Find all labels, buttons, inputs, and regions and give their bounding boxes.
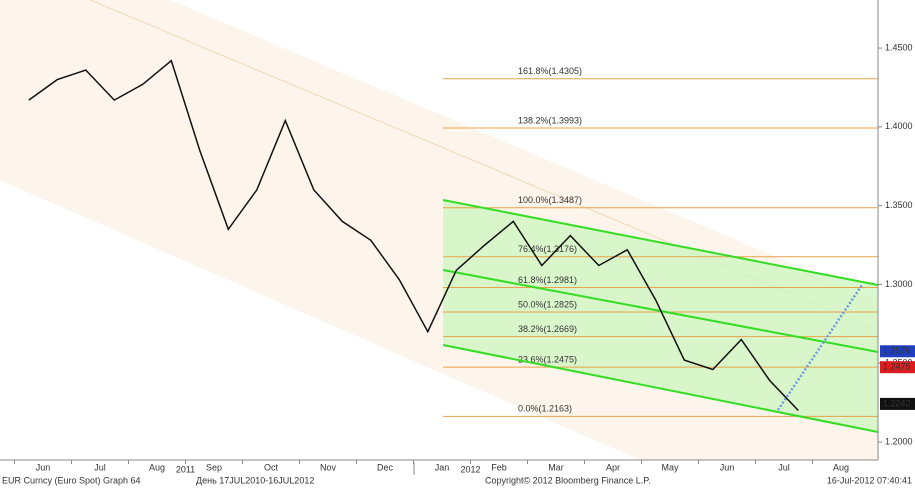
price-tag (880, 345, 915, 358)
x-tick-label: Jun (720, 462, 735, 472)
copyright: Copyright© 2012 Bloomberg Finance L.P. (485, 475, 651, 485)
x-tick-label: Nov (320, 462, 337, 472)
fib-label: 0.0%(1.2163) (518, 404, 572, 414)
x-tick-label: Aug (149, 462, 165, 472)
x-tick-label: May (661, 462, 679, 472)
channel-top (442, 199, 879, 286)
fib-label: 161.8%(1.4305) (518, 66, 582, 76)
year-label: 2011 (176, 464, 195, 474)
fib-label: 38.2%(1.2669) (518, 324, 577, 334)
price-tag-label: 1.2576 (883, 346, 911, 356)
price-tag-label: 1.2475 (883, 362, 911, 372)
fib-label: 100.0%(1.3487) (518, 195, 582, 205)
price-tag (880, 397, 915, 410)
fib-label: 138.2%(1.3993) (518, 115, 582, 125)
price-line (28, 59, 799, 412)
fib-label: 23.6%(1.2475) (518, 355, 577, 365)
x-tick-label: Feb (491, 462, 507, 472)
footer-range: День 17JUL2010-16JUL2012 (196, 475, 314, 485)
price-tag-label: 1.2242 (883, 398, 911, 408)
x-tick-label: Aug (833, 462, 849, 472)
x-tick-label: Jul (778, 462, 790, 472)
price-tag (880, 361, 915, 374)
year-label: 2012 (460, 464, 480, 474)
x-tick-label: Mar (548, 462, 564, 472)
fib-label: 50.0%(1.2825) (518, 299, 577, 309)
y-tick-label: 1.2000 (885, 436, 913, 446)
x-tick-label: Apr (606, 462, 620, 472)
x-tick-label: Oct (264, 462, 279, 472)
x-tick-label: Sep (206, 462, 222, 472)
y-tick-label: 1.3000 (885, 279, 913, 289)
x-tick-label: Dec (377, 462, 394, 472)
fib-label: 61.8%(1.2981) (518, 275, 577, 285)
x-tick-label: Jan (435, 462, 450, 472)
y-tick-label: 1.3500 (885, 200, 913, 210)
y-tick-label: 1.4000 (885, 121, 913, 131)
channel-fill (443, 200, 878, 432)
fib-label: 76.4%(1.3176) (518, 244, 577, 254)
timestamp: 16-Jul-2012 07:40:41 (827, 475, 912, 485)
x-tick-label: Jul (94, 462, 106, 472)
x-tick-label: Jun (36, 462, 51, 472)
y-tick-label: 1.4500 (885, 42, 913, 52)
channel-bottom (442, 344, 879, 433)
projection (776, 284, 864, 411)
footer-title: EUR Curncy (Euro Spot) Graph 64 (2, 475, 141, 485)
